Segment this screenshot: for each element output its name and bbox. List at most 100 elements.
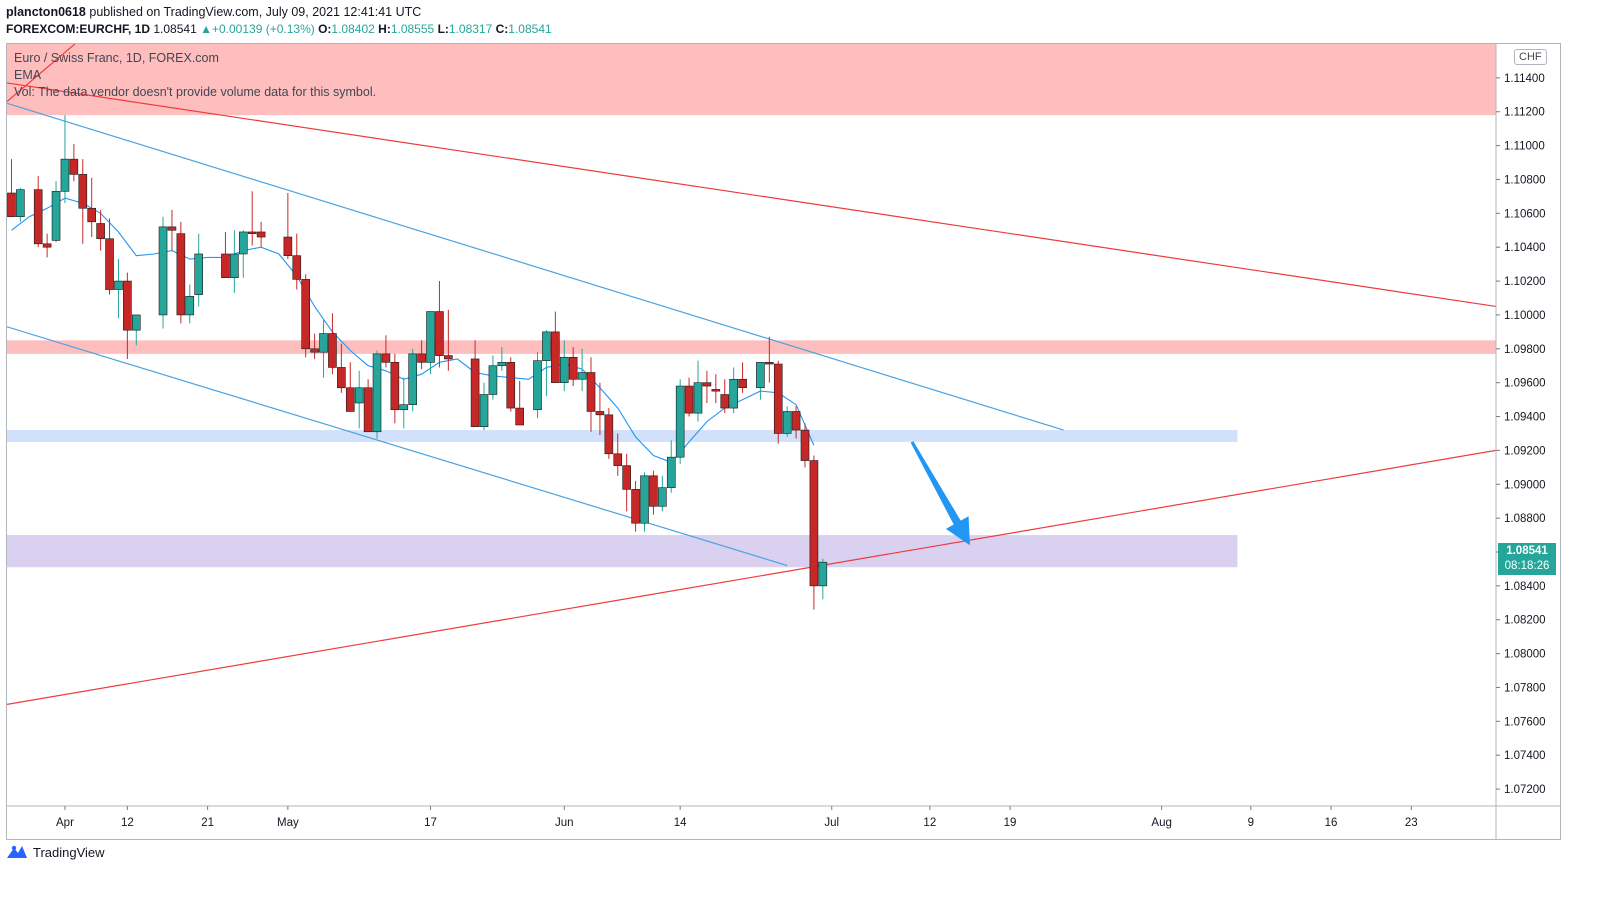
last-price-tag: 1.08541 08:18:26 (1498, 543, 1556, 575)
time-tick-label: 19 (1004, 817, 1017, 829)
time-tick-label: 9 (1248, 817, 1254, 829)
candle-body (800, 429, 810, 461)
candle-body (408, 353, 417, 405)
candle-body (738, 378, 747, 389)
candle-body (417, 353, 426, 363)
price-tick-label: 1.07600 (1504, 716, 1546, 728)
candle-body (542, 331, 551, 361)
chart-header: plancton0618 published on TradingView.co… (6, 4, 552, 38)
candle-body (78, 174, 88, 209)
tradingview-logo-icon[interactable] (6, 844, 28, 860)
candle-body (372, 353, 382, 433)
zone-1 (7, 340, 1496, 354)
candle-body (158, 226, 168, 316)
candle-body (42, 243, 52, 248)
candle-body (230, 253, 239, 278)
candle-body (319, 333, 328, 353)
candle-body (256, 231, 266, 238)
currency-badge[interactable]: CHF (1514, 49, 1547, 65)
candle-body (390, 362, 400, 411)
zone-3 (7, 535, 1238, 568)
candle-body (497, 362, 507, 367)
candle-body (765, 362, 774, 365)
legend-ema[interactable]: EMA (14, 68, 42, 82)
low-value: 1.08317 (448, 22, 493, 36)
publisher-name[interactable]: plancton0618 (6, 5, 86, 19)
price-tick-label: 1.09800 (1504, 344, 1546, 356)
candle-body (622, 465, 631, 490)
price-tick-label: 1.11200 (1504, 107, 1545, 119)
candle-body (363, 387, 373, 433)
candle-body (658, 487, 667, 507)
price-tick-label: 1.11400 (1504, 73, 1545, 85)
candle-body (568, 356, 578, 380)
candle-body (649, 475, 658, 507)
price-tick-label: 1.10400 (1504, 242, 1546, 254)
high-label: H: (378, 22, 391, 36)
price-tick-label: 1.09000 (1504, 479, 1546, 491)
candle-body (729, 378, 738, 409)
candle-body (533, 360, 542, 411)
legend-volume[interactable]: Vol: The data vendor doesn't provide vol… (14, 85, 377, 99)
candle-body (328, 333, 337, 368)
candle-body (292, 255, 302, 280)
time-tick-label: 23 (1405, 817, 1418, 829)
trendline-4 (7, 326, 788, 567)
candle-body (221, 253, 230, 278)
time-tick-label: 12 (121, 817, 134, 829)
forecast-arrow (910, 441, 970, 546)
candle-body (631, 489, 640, 524)
candle-body (345, 387, 355, 412)
candle-body (640, 475, 649, 524)
candle-body (809, 460, 819, 587)
open-value: 1.08402 (331, 22, 375, 36)
footer-brand[interactable]: TradingView (33, 844, 105, 860)
candle-body (559, 356, 569, 383)
time-tick-label: Jul (824, 817, 839, 829)
candle-body (310, 348, 319, 353)
chart-frame (6, 43, 1561, 840)
candle-body (16, 189, 25, 218)
price-tick-label: 1.09400 (1504, 412, 1546, 424)
trendline-1 (7, 44, 76, 103)
candle-body (238, 231, 248, 255)
trendline-0 (7, 82, 1496, 308)
candle-body (791, 411, 801, 431)
candle-body (756, 362, 765, 389)
time-tick-label: 21 (201, 817, 214, 829)
close-value: 1.08541 (508, 22, 552, 36)
price-tick-label: 1.08800 (1504, 513, 1546, 525)
candle-body (702, 382, 712, 387)
high-value: 1.08555 (390, 22, 435, 36)
price-tick-label: 1.07400 (1504, 750, 1546, 762)
candle-body (114, 280, 123, 290)
candle-body (613, 453, 623, 466)
candle-body (604, 414, 614, 455)
up-arrow-icon: ▲ (200, 22, 212, 36)
candle-body (33, 189, 43, 245)
candle-body (818, 561, 828, 587)
candle-body (444, 355, 453, 360)
candle-body (693, 382, 703, 414)
close-label: C: (495, 22, 509, 36)
price-change: +0.00139 (+0.13%) (211, 22, 315, 36)
footer: TradingView (6, 844, 105, 860)
low-label: L: (437, 22, 449, 36)
candle-body (194, 253, 203, 295)
candle-body (479, 394, 489, 427)
candle-body (381, 353, 391, 363)
candle-body (470, 358, 480, 427)
chart-legend: Euro / Swiss Franc, 1D, FOREX.com EMA Vo… (14, 50, 376, 101)
price-tick-label: 1.10000 (1504, 310, 1546, 322)
trendline-2 (7, 449, 1496, 705)
time-tick-label: May (277, 817, 299, 829)
candle-body (105, 238, 114, 290)
candle-body (7, 192, 16, 218)
ema-line (11, 197, 815, 463)
candle-body (131, 314, 141, 331)
price-tick-label: 1.07800 (1504, 682, 1546, 694)
legend-title: Euro / Swiss Franc, 1D, FOREX.com (14, 51, 219, 65)
candle-body (675, 385, 685, 458)
candle-body (176, 233, 186, 316)
